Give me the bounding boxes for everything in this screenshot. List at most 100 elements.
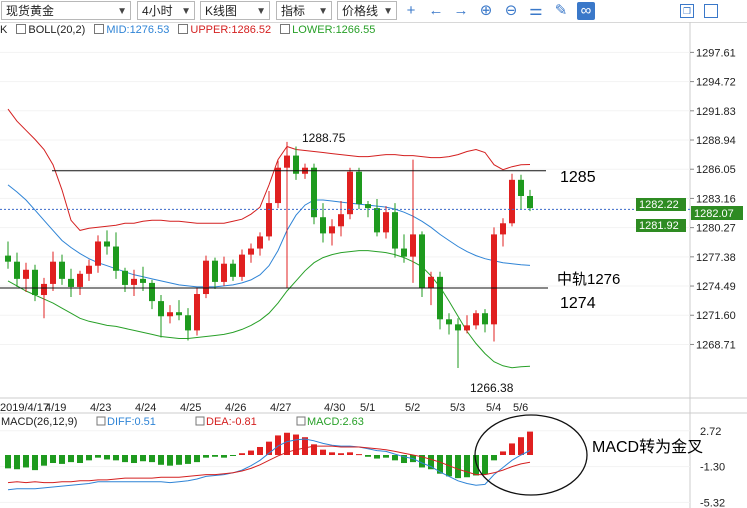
draw-pen-icon[interactable]: ✎ (554, 2, 568, 19)
high-label: 1288.75 (302, 131, 346, 145)
x-tick-label: 5/1 (360, 402, 375, 414)
arrow-left-icon[interactable]: ← (428, 2, 444, 19)
macd-bar (437, 455, 443, 474)
arrow-right-icon[interactable]: → (453, 2, 469, 19)
candle-body (176, 312, 182, 316)
line-1285-label: 1285 (560, 169, 596, 186)
candle-body (527, 195, 533, 209)
macd-bar (212, 455, 218, 457)
y-tick-label: 1268.71 (696, 339, 736, 351)
candle-body (329, 226, 335, 234)
legend-upper: UPPER:1286.52 (190, 24, 272, 36)
candle-body (311, 167, 317, 218)
macd-checkbox[interactable] (296, 416, 306, 426)
price-line-select[interactable]: 价格线 ▼ (337, 1, 397, 20)
macd-bar (509, 443, 515, 455)
candle-body (347, 171, 353, 215)
candle-body (365, 204, 371, 209)
macd-y-tick-label: -5.32 (700, 497, 725, 508)
mid-checkbox[interactable] (94, 24, 105, 34)
candle-body (275, 167, 281, 204)
link-icon[interactable]: ∞ (577, 2, 595, 20)
candle-body (149, 282, 155, 302)
macd-bar (374, 455, 380, 459)
chart-type-select[interactable]: K线图 ▼ (200, 1, 270, 20)
x-tick-label: 2019/4/17 (0, 402, 49, 414)
macd-bar (257, 446, 263, 455)
candle-body (221, 263, 227, 282)
candle-body (50, 261, 56, 284)
window-restore-icon[interactable]: ❐ (680, 4, 694, 18)
macd-legend-title: MACD(26,12,9) (1, 416, 77, 428)
legend-checkbox[interactable] (16, 24, 27, 34)
macd-bar (464, 455, 470, 478)
macd-cross-circle (474, 414, 588, 496)
crosshair-icon[interactable]: + (406, 2, 416, 19)
candle-body (32, 269, 38, 296)
x-tick-label: 4/26 (225, 402, 246, 414)
window-maximize-icon[interactable] (704, 4, 718, 18)
price-line-select-value: 价格线 (342, 4, 379, 18)
macd-bar (68, 455, 74, 463)
candle-body (392, 212, 398, 249)
macd-cross-note: MACD转为金叉 (592, 438, 703, 456)
macd-bar (275, 435, 281, 455)
candle-body (239, 254, 245, 277)
macd-bar (149, 455, 155, 463)
candle-body (482, 313, 488, 325)
chevron-down-icon: ▼ (117, 6, 127, 17)
diff-checkbox[interactable] (96, 416, 106, 426)
chevron-down-icon: ▼ (383, 6, 393, 17)
chart-settings-icon[interactable]: ⚌ (529, 2, 543, 19)
candle-body (104, 241, 110, 247)
x-tick-label: 5/3 (450, 402, 465, 414)
macd-bar (266, 441, 272, 455)
y-tick-label: 1280.27 (696, 223, 736, 235)
macd-legend-diff: DIFF:0.51 (107, 416, 156, 428)
symbol-select[interactable]: 现货黄金 ▼ (1, 1, 131, 20)
macd-bar (23, 455, 29, 468)
macd-bar (329, 452, 335, 455)
zoom-out-icon[interactable]: ⊖ (504, 2, 518, 19)
mid-band-label: 中轨1276 (557, 271, 620, 288)
candle-body (266, 203, 272, 237)
lower-checkbox[interactable] (280, 24, 291, 34)
dea-checkbox[interactable] (195, 416, 205, 426)
macd-bar (527, 431, 533, 455)
indicator-select[interactable]: 指标 ▼ (276, 1, 332, 20)
upper-checkbox[interactable] (178, 24, 189, 34)
candle-body (419, 234, 425, 288)
legend-prefix: K (0, 24, 8, 36)
current-price-boxes: 1282.22 1281.92 1282.07 (636, 198, 743, 232)
low-label: 1266.38 (470, 381, 514, 395)
price-axis: 1297.61 1294.72 1291.83 1288.94 1286.05 1283.… (690, 47, 736, 351)
candle-body (491, 234, 497, 325)
toolbar: 现货黄金 ▼ 4小时 ▼ K线图 ▼ 指标 ▼ 价格线 ▼ + ← → ⊕ ⊖ ⚌ ✎ ∞… (0, 0, 747, 23)
macd-bar (113, 455, 119, 461)
macd-bar (167, 455, 173, 466)
candle-body (203, 260, 209, 295)
macd-bar (383, 455, 389, 458)
macd-bar (95, 455, 101, 458)
zoom-in-icon[interactable]: ⊕ (479, 2, 493, 19)
candle-body (500, 223, 506, 235)
chart-type-select-value: K线图 (205, 4, 238, 18)
candle-body (14, 261, 20, 279)
horizontal-lines (0, 170, 690, 289)
candle-body (320, 217, 326, 234)
y-tick-label: 1286.05 (696, 164, 736, 176)
candle-body (257, 236, 263, 249)
period-select[interactable]: 4小时 ▼ (137, 1, 195, 20)
y-tick-label: 1288.94 (696, 135, 736, 147)
candle-body (23, 269, 29, 279)
candlesticks (5, 141, 533, 368)
price-box-high-text: 1282.22 (639, 199, 679, 211)
price-box-current-text: 1282.07 (694, 208, 734, 220)
macd-bar (158, 455, 164, 465)
x-tick-label: 4/24 (135, 402, 156, 414)
price-box-current (691, 206, 743, 220)
x-tick-label: 5/2 (405, 402, 420, 414)
candle-body (356, 171, 362, 205)
candle-body (509, 179, 515, 224)
